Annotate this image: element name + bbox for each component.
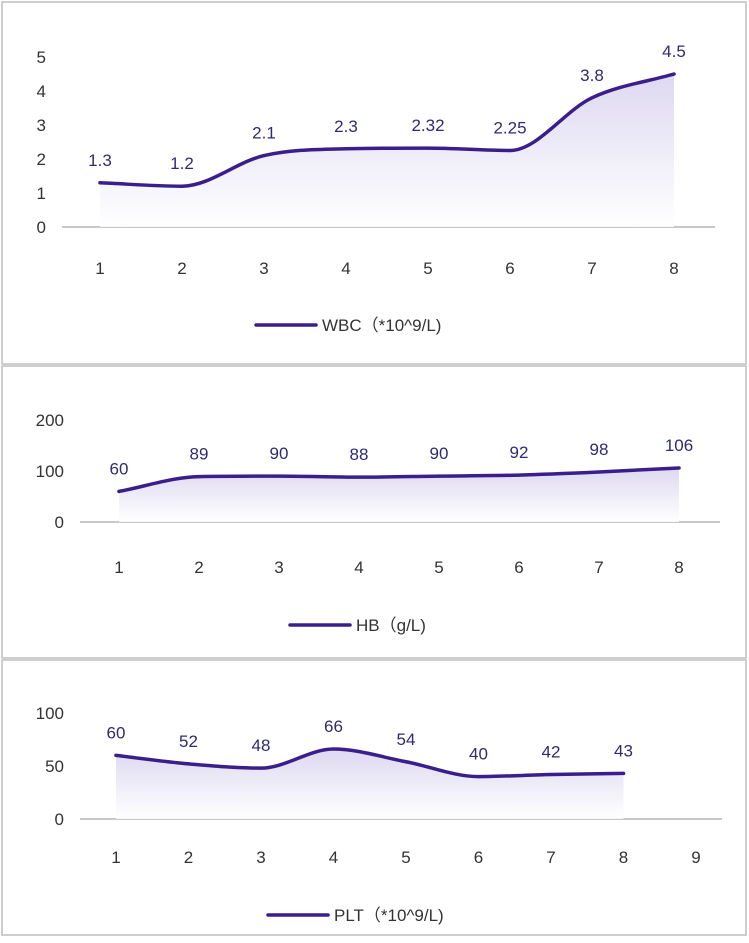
series-area [119, 467, 679, 522]
x-tick-label: 2 [184, 848, 193, 867]
x-tick-label: 4 [329, 848, 338, 867]
y-tick-label: 4 [37, 82, 46, 101]
x-tick-label: 5 [434, 558, 443, 577]
data-label: 42 [542, 742, 561, 761]
data-point [508, 148, 512, 153]
x-tick-label: 1 [111, 848, 120, 867]
y-tick-label: 200 [36, 411, 64, 430]
data-point [114, 753, 118, 758]
chart-panel-3: 0 50 100 1 2 3 4 5 6 7 8 9 60 52 48 66 54 40 42 43 PLT（*10^9… [1, 659, 747, 936]
data-label: 40 [469, 745, 488, 764]
chart-panel-2: 0 100 200 1 2 3 4 5 6 7 8 60 89 90 88 90 92 98 106 HB（g/L) [1, 365, 747, 659]
data-label: 52 [179, 732, 198, 751]
data-point [197, 475, 201, 479]
data-label: 106 [665, 436, 693, 455]
data-label: 98 [590, 440, 609, 459]
y-tick-label: 2 [37, 150, 46, 169]
data-point [476, 775, 481, 779]
x-tick-label: 6 [474, 848, 483, 867]
x-tick-label: 2 [194, 558, 203, 577]
data-point [277, 474, 281, 478]
data-point [517, 473, 521, 477]
data-point [621, 771, 626, 776]
data-label: 60 [107, 723, 126, 742]
data-label: 90 [270, 444, 289, 463]
data-label: 3.8 [580, 66, 604, 85]
y-tick-label: 0 [55, 810, 64, 829]
x-tick-label: 6 [514, 558, 523, 577]
data-point [404, 760, 408, 764]
y-tick-label: 100 [36, 462, 64, 481]
data-label: 2.1 [252, 124, 276, 143]
y-tick-label: 5 [37, 48, 46, 67]
data-label: 1.2 [170, 154, 194, 173]
y-tick-label: 0 [55, 513, 64, 532]
x-tick-label: 4 [354, 558, 363, 577]
x-tick-label: 7 [587, 259, 596, 278]
x-tick-label: 8 [669, 259, 678, 278]
x-tick-label: 3 [274, 558, 283, 577]
data-point [344, 147, 348, 151]
data-label: 88 [350, 445, 369, 464]
data-point [331, 747, 336, 751]
x-tick-label: 8 [619, 848, 628, 867]
x-tick-label: 8 [674, 558, 683, 577]
data-label: 43 [614, 741, 633, 760]
x-tick-label: 1 [114, 558, 123, 577]
y-tick-label: 3 [37, 116, 46, 135]
x-tick-label: 3 [256, 848, 265, 867]
data-point [98, 181, 102, 185]
data-point [117, 489, 121, 493]
data-point [357, 475, 361, 479]
y-tick-label: 50 [45, 757, 64, 776]
data-label: 60 [110, 459, 129, 478]
x-tick-label: 5 [423, 259, 432, 278]
x-tick-label: 5 [401, 848, 410, 867]
legend-label: HB（g/L) [356, 616, 426, 635]
x-tick-label: 7 [594, 558, 603, 577]
y-tick-label: 0 [37, 218, 46, 237]
data-point [180, 184, 184, 188]
data-point [186, 762, 191, 766]
data-point [549, 772, 553, 777]
series-line [98, 72, 676, 188]
data-point [590, 96, 594, 100]
data-label: 66 [324, 717, 343, 736]
data-point [672, 72, 676, 76]
data-point [597, 470, 601, 474]
series-area [100, 74, 674, 227]
data-label: 4.5 [662, 42, 686, 61]
data-label: 2.32 [411, 116, 444, 135]
x-tick-label: 3 [259, 259, 268, 278]
x-tick-label: 7 [546, 848, 555, 867]
series-area [116, 749, 624, 819]
data-label: 92 [510, 443, 529, 462]
chart-panel-1: 0 1 2 3 4 5 1 2 3 4 5 6 7 8 1.3 1.2 2.1 2.3 2.32 2.25 3.8 4.5… [1, 1, 747, 365]
series-line [114, 747, 626, 779]
legend-label: PLT（*10^9/L) [334, 906, 444, 925]
data-point [262, 154, 266, 158]
x-tick-label: 2 [177, 259, 186, 278]
y-tick-label: 1 [37, 184, 46, 203]
data-point [426, 146, 430, 150]
data-label: 2.3 [334, 117, 358, 136]
legend-label: WBC（*10^9/L) [322, 316, 441, 335]
x-tick-label: 4 [341, 259, 350, 278]
data-point [437, 474, 441, 478]
data-point [259, 766, 263, 770]
data-label: 2.25 [493, 119, 526, 138]
data-label: 54 [397, 730, 416, 749]
data-point [677, 466, 681, 470]
x-tick-label: 1 [95, 259, 104, 278]
data-label: 48 [252, 736, 271, 755]
data-label: 1.3 [88, 151, 112, 170]
x-tick-label: 6 [505, 259, 514, 278]
x-tick-label: 9 [691, 848, 700, 867]
y-tick-label: 100 [36, 704, 64, 723]
data-label: 89 [190, 445, 209, 464]
data-label: 90 [430, 444, 449, 463]
